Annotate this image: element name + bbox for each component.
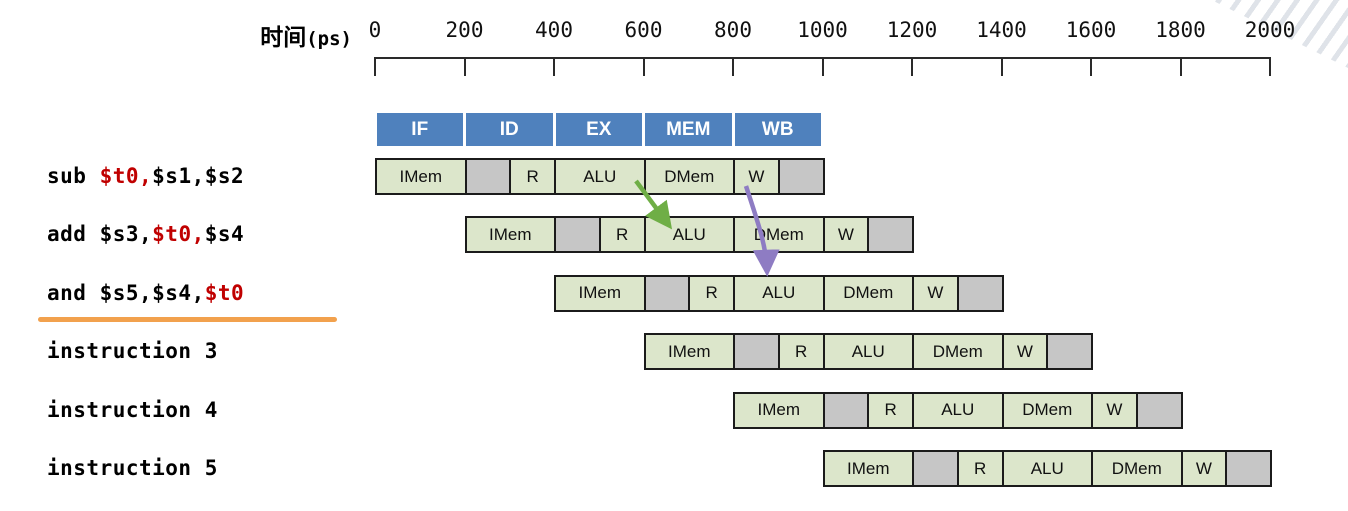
register-highlight: $t0, [99, 164, 153, 188]
stage-header-cell: WB [734, 113, 821, 146]
label-text: instruction 4 [47, 397, 218, 422]
instruction-label: add $s3,$t0,$s4 [47, 221, 244, 247]
register-highlight: $t0, [152, 222, 205, 247]
time-tick-mark [1269, 57, 1271, 76]
time-tick-mark [1179, 57, 1182, 76]
time-tick-label: 200 [445, 18, 484, 42]
instruction-label: and $s5,$s4,$t0 [47, 280, 244, 306]
stage-cell: IMem [733, 391, 825, 429]
instruction-label: sub $t0,$s1,$s2 [47, 163, 244, 189]
register-highlight: $t0 [204, 280, 245, 305]
slack-cell [867, 216, 914, 254]
slack-cell [1225, 450, 1272, 487]
stage-cell: DMem [1001, 391, 1093, 429]
stage-header-cell: MEM [645, 113, 732, 146]
stage-cell: ALU [643, 216, 735, 254]
time-axis-label-unit: (ps) [306, 28, 352, 50]
stage-cell: R [867, 391, 914, 429]
label-text: instruction 5 [47, 456, 218, 480]
instruction-label: instruction 4 [47, 397, 218, 423]
slack-cell [956, 274, 1004, 312]
stage-cell: R [688, 274, 735, 312]
time-tick-label: 1800 [1155, 18, 1206, 42]
time-axis-label-cn: 时间 [260, 25, 307, 51]
stage-cell: R [956, 450, 1004, 487]
time-tick-label: 1600 [1065, 18, 1117, 42]
label-text: and $s5,$s4, [47, 280, 205, 305]
time-axis-label: 时间(ps) [182, 18, 352, 52]
stage-cell: W [733, 158, 780, 195]
time-tick-mark [821, 57, 824, 76]
stage-header-cell: EX [555, 113, 642, 146]
time-tick-label: 400 [535, 18, 573, 42]
stage-cell: DMem [643, 158, 735, 195]
stage-cell: W [1180, 450, 1228, 487]
time-tick-mark [642, 57, 645, 76]
stage-cell: IMem [464, 216, 556, 254]
time-tick-label: 1200 [886, 18, 938, 42]
label-text: add $s3, [47, 222, 153, 247]
slack-cell [643, 274, 691, 312]
label-text: instruction 3 [47, 339, 218, 364]
slack-cell [777, 158, 825, 195]
stage-cell: ALU [912, 391, 1004, 429]
label-text: $s1,$s2 [152, 164, 245, 188]
time-tick-mark [1090, 57, 1092, 76]
time-tick-mark [732, 57, 734, 76]
stage-cell: DMem [1091, 450, 1183, 487]
label-underline [38, 316, 337, 322]
time-tick-label: 1000 [797, 18, 848, 42]
stage-cell: DMem [733, 216, 825, 254]
slack-cell [554, 216, 601, 254]
stage-cell: ALU [1001, 450, 1093, 487]
stage-cell: R [777, 333, 825, 371]
slack-cell [822, 391, 870, 429]
stage-cell: ALU [554, 158, 646, 195]
stage-cell: W [1001, 333, 1049, 371]
slack-cell [733, 333, 780, 371]
stage-cell: IMem [375, 158, 467, 195]
stage-cell: DMem [822, 274, 914, 312]
stage-cell: ALU [733, 274, 825, 312]
label-text: sub [47, 164, 100, 188]
stage-header-cell: IF [376, 113, 463, 146]
label-text: $s4 [204, 222, 245, 247]
stage-cell: IMem [554, 274, 646, 312]
stage-cell: R [598, 216, 646, 254]
stage-cell: ALU [822, 333, 914, 371]
instruction-label: instruction 3 [47, 338, 218, 364]
stage-cell: DMem [912, 333, 1004, 371]
stage-cell: W [1091, 391, 1138, 429]
time-tick-mark [553, 57, 555, 76]
stage-header-cell: ID [466, 113, 553, 146]
stage-cell: R [509, 158, 556, 195]
slack-cell [1135, 391, 1183, 429]
time-tick-mark [911, 57, 913, 76]
instruction-label: instruction 5 [47, 455, 218, 481]
slack-cell [464, 158, 512, 195]
time-tick-label: 2000 [1244, 18, 1296, 42]
stage-cell: W [822, 216, 870, 254]
time-tick-mark [374, 57, 376, 76]
time-tick-mark [463, 57, 466, 76]
stage-cell: IMem [822, 450, 914, 487]
stage-cell: IMem [643, 333, 735, 371]
slack-cell [1046, 333, 1093, 371]
time-tick-label: 0 [368, 18, 382, 42]
slack-cell [912, 450, 959, 487]
stage-cell: W [912, 274, 959, 312]
time-tick-label: 1400 [976, 18, 1027, 42]
time-tick-mark [1000, 57, 1003, 76]
time-tick-label: 800 [714, 18, 752, 42]
time-tick-label: 600 [624, 18, 663, 42]
